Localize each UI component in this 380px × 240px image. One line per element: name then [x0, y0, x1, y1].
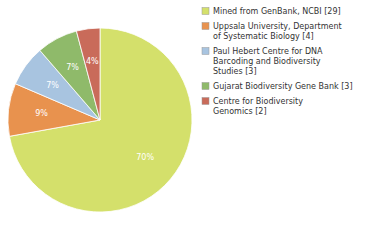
legend-entry: Paul Hebert Centre for DNABarcoding and …	[213, 47, 323, 76]
legend-entry: Uppsala University, Departmentof Systema…	[213, 22, 342, 41]
pie	[8, 28, 192, 212]
legend-swatch	[202, 83, 209, 90]
data-labels: 70% 9% 7% 7% 4%	[35, 57, 154, 162]
legend: Mined from GenBank, NCBI [29] Uppsala Uni…	[202, 7, 353, 116]
legend-swatch	[202, 8, 209, 15]
data-label: 9%	[35, 109, 48, 118]
data-label: 70%	[136, 153, 154, 162]
legend-swatch	[202, 48, 209, 55]
legend-entry: Mined from GenBank, NCBI [29]	[213, 7, 341, 16]
chart: 70% 9% 7% 7% 4% Mined from GenBank, NCBI [29]…	[0, 0, 380, 240]
legend-swatch	[202, 98, 209, 105]
legend-entry: Centre for BiodiversityGenomics [2]	[213, 97, 303, 116]
data-label: 7%	[66, 63, 79, 72]
legend-swatch	[202, 23, 209, 30]
data-label: 4%	[86, 57, 99, 66]
legend-entry: Gujarat Biodiversity Gene Bank [3]	[213, 82, 353, 91]
data-label: 7%	[46, 81, 59, 90]
pie-slice	[76, 28, 100, 120]
